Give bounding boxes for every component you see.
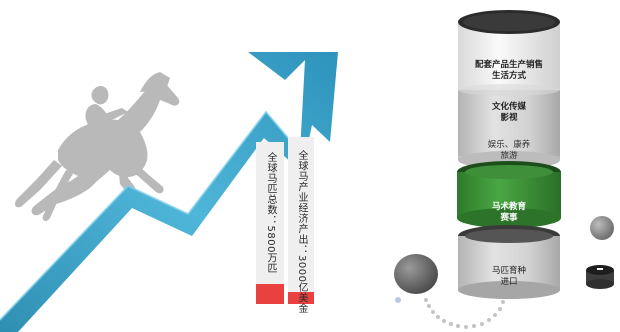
horse-count-label: 全球马匹总数：5800万匹 [265,152,276,274]
segment-label-breeding: 马匹育种 进口 [491,266,526,287]
rising-arrow-icon [0,52,338,332]
economic-output-label: 全球马产业经济产出：3000亿美金 [296,150,307,314]
puck-icon [586,265,614,289]
stat-bar-horse-count [256,142,284,304]
horse-rider-icon [15,72,180,221]
segment-label-leisure: 娱乐、康养 旅游 [487,140,531,161]
segment-label-products: 配套产品生产销售 生活方式 [474,60,543,81]
sphere-icon-right [590,216,614,240]
sphere-icon-left [394,254,438,294]
cylinder-stack [457,10,561,299]
stat-bar-economic-output [288,137,314,304]
segment-label-education: 马术教育 赛事 [491,202,526,223]
dotted-orbit-path [395,297,505,329]
segment-label-media: 文化传媒 影视 [491,102,526,123]
